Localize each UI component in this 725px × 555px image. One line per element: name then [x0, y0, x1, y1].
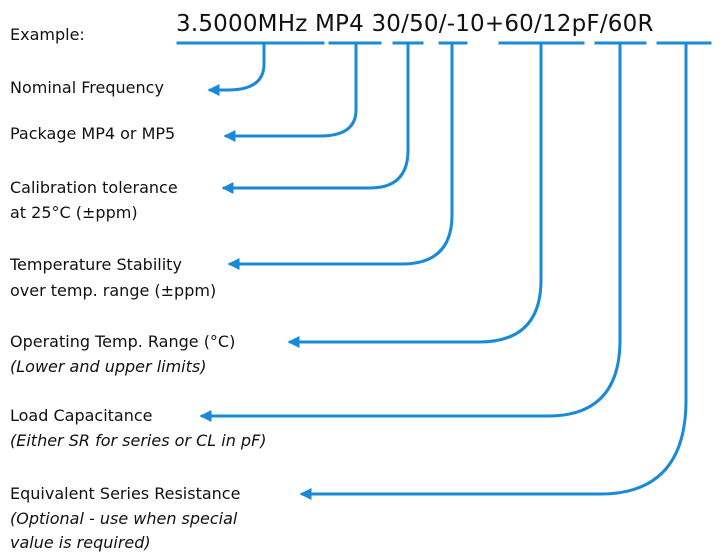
- part-number-code: 3.5000MHz MP4 30/50/-10+60/12pF/60R: [176, 11, 654, 37]
- field-note-load-capacitance: (Either SR for series or CL in pF): [10, 431, 267, 450]
- field-note-temperature-stability: over temp. range (±ppm): [10, 281, 217, 300]
- arrow-load-capacitance: [199, 41, 622, 422]
- field-note-equivalent-series-resistance-line2: value is required): [10, 533, 151, 552]
- field-note-operating-temp-range: (Lower and upper limits): [10, 357, 207, 376]
- example-label: Example:: [10, 25, 85, 44]
- field-note-calibration-tolerance: at 25°C (±ppm): [10, 203, 138, 222]
- field-label-load-capacitance: Load Capacitance: [10, 406, 153, 425]
- arrow-calibration-tolerance: [221, 41, 410, 194]
- arrow-temperature-stability: [227, 41, 454, 270]
- field-note-equivalent-series-resistance-line1: (Optional - use when special: [10, 509, 238, 528]
- arrow-package: [223, 41, 358, 142]
- arrow-operating-temp-range: [287, 41, 543, 348]
- arrow-equivalent-series-resistance: [299, 41, 688, 500]
- field-label-equivalent-series-resistance: Equivalent Series Resistance: [10, 484, 241, 503]
- field-label-nominal-frequency: Nominal Frequency: [10, 78, 164, 97]
- arrow-nominal-frequency: [207, 41, 266, 96]
- field-label-calibration-tolerance: Calibration tolerance: [10, 178, 178, 197]
- field-label-temperature-stability: Temperature Stability: [10, 255, 182, 274]
- field-label-package: Package MP4 or MP5: [10, 124, 176, 143]
- field-label-operating-temp-range: Operating Temp. Range (°C): [10, 332, 236, 351]
